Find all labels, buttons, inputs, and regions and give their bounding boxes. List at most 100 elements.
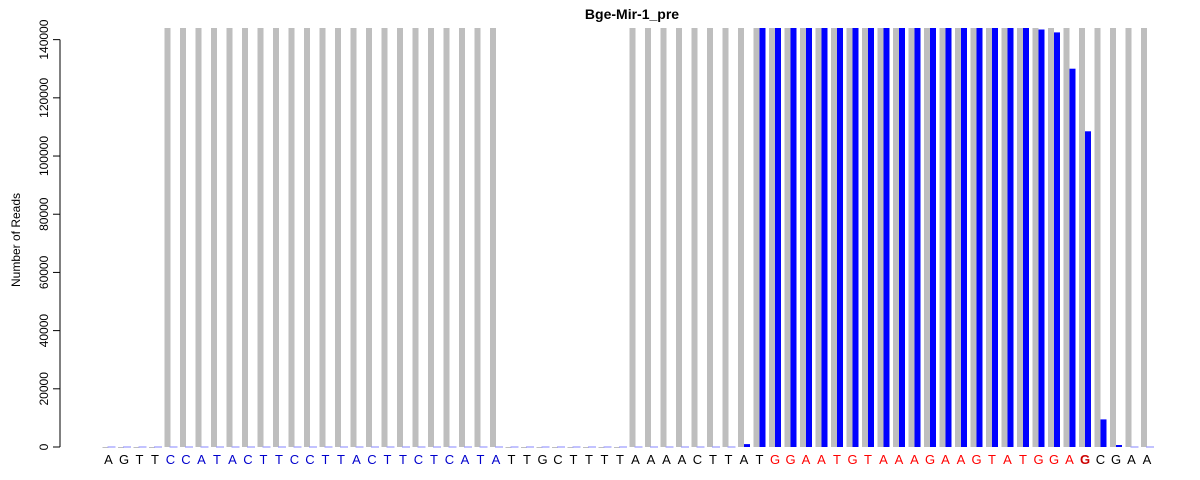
- blue-bar: [1023, 28, 1029, 447]
- grey-bar: [970, 28, 977, 447]
- blue-bar: [1085, 131, 1091, 448]
- blue-bar: [1007, 28, 1014, 447]
- grey-bar: [242, 28, 248, 447]
- grey-bar: [459, 28, 465, 447]
- sequence-base-label: A: [941, 452, 950, 467]
- grey-bar: [1110, 28, 1116, 447]
- sequence-base-label: G: [1049, 452, 1059, 467]
- grey-bar: [211, 28, 217, 447]
- grey-bar: [521, 447, 527, 448]
- y-tick-label: 40000: [37, 314, 51, 348]
- sequence-base-label: A: [1003, 452, 1012, 467]
- grey-bar: [1141, 28, 1147, 447]
- grey-bar: [583, 447, 589, 448]
- grey-bar: [288, 28, 295, 447]
- sequence-base-label: G: [1111, 452, 1121, 467]
- sequence-base-label: A: [817, 452, 826, 467]
- grey-bar: [180, 28, 186, 447]
- grey-bar: [350, 28, 357, 447]
- y-tick-label: 20000: [37, 372, 51, 406]
- sequence-base-label: G: [1033, 452, 1043, 467]
- y-tick-label: 60000: [37, 255, 51, 289]
- blue-bar: [992, 28, 998, 447]
- sequence-base-label: C: [414, 452, 423, 467]
- grey-bar: [707, 28, 713, 447]
- grey-bar: [366, 28, 372, 447]
- blue-bar: [961, 28, 967, 447]
- grey-bar: [1017, 28, 1023, 447]
- sequence-base-label: T: [570, 452, 578, 467]
- blue-bar: [744, 444, 750, 447]
- sequence-base-label: T: [275, 452, 283, 467]
- blue-bar-series: [107, 28, 1154, 448]
- sequence-base-label: G: [785, 452, 795, 467]
- grey-bar: [474, 28, 481, 447]
- sequence-base-label: T: [384, 452, 392, 467]
- y-axis: 0 20000 40000 60000 80000 100000 120000 140000: [37, 19, 61, 450]
- grey-bar: [443, 28, 450, 447]
- sequence-base-label: T: [213, 452, 221, 467]
- grey-bar: [598, 447, 605, 448]
- blue-bar: [759, 28, 766, 447]
- sequence-base-label: T: [477, 452, 485, 467]
- grey-bar: [552, 447, 558, 448]
- grey-bar: [614, 447, 620, 448]
- grey-bar: [1125, 28, 1132, 447]
- sequence-base-label: C: [693, 452, 702, 467]
- blue-bar: [899, 28, 905, 447]
- sequence-base-label: A: [895, 452, 904, 467]
- blue-bar: [790, 28, 797, 447]
- sequence-base-label: C: [305, 452, 314, 467]
- grey-bar: [986, 28, 992, 447]
- sequence-base-label: A: [1143, 452, 1152, 467]
- grey-bar: [1094, 28, 1101, 447]
- sequence-base-label: G: [971, 452, 981, 467]
- grey-bar: [1001, 28, 1008, 447]
- sequence-base-label: C: [166, 452, 175, 467]
- grey-bar: [862, 28, 868, 447]
- sequence-base-label: T: [399, 452, 407, 467]
- sequence-base-label: T: [585, 452, 593, 467]
- sequence-base-label: A: [647, 452, 656, 467]
- grey-bar: [722, 28, 729, 447]
- grey-bar: [955, 28, 961, 447]
- y-tick-label: 80000: [37, 197, 51, 231]
- sequence-base-label: C: [1096, 452, 1105, 467]
- sequence-base-label: T: [430, 452, 438, 467]
- sequence-base-label: C: [445, 452, 454, 467]
- blue-bar: [775, 28, 781, 447]
- grey-bar: [645, 28, 651, 447]
- blue-bar: [1038, 29, 1045, 447]
- grey-bar: [102, 447, 109, 448]
- sequence-base-label: A: [740, 452, 749, 467]
- sequence-base-label: T: [601, 452, 609, 467]
- grey-bar: [769, 28, 775, 447]
- chart-title: Bge-Mir-1_pre: [585, 6, 679, 22]
- sequence-base-label: A: [104, 452, 113, 467]
- y-axis-label: Number of Reads: [9, 193, 23, 287]
- sequence-base-label: A: [910, 452, 919, 467]
- sequence-base-label: T: [833, 452, 841, 467]
- blue-bar: [1100, 419, 1107, 447]
- grey-bar: [490, 28, 496, 447]
- sequence-base-label: C: [367, 452, 376, 467]
- sequence-base-label: G: [770, 452, 780, 467]
- sequence-base-label: T: [616, 452, 624, 467]
- grey-bar: [691, 28, 698, 447]
- grey-bar: [1063, 28, 1070, 447]
- grey-bar: [676, 28, 682, 447]
- sequence-base-label: T: [523, 452, 531, 467]
- grey-bar: [877, 28, 884, 447]
- sequence-base-label: T: [322, 452, 330, 467]
- sequence-base-label: A: [678, 452, 687, 467]
- y-tick-label: 140000: [37, 19, 51, 59]
- grey-bar-series: [102, 28, 1147, 448]
- grey-bar: [908, 28, 915, 447]
- grey-bar: [164, 28, 171, 447]
- sequence-base-label: T: [337, 452, 345, 467]
- grey-bar: [753, 28, 760, 447]
- sequence-base-label: A: [1065, 452, 1074, 467]
- blue-bar: [976, 28, 983, 447]
- blue-bar: [883, 28, 890, 447]
